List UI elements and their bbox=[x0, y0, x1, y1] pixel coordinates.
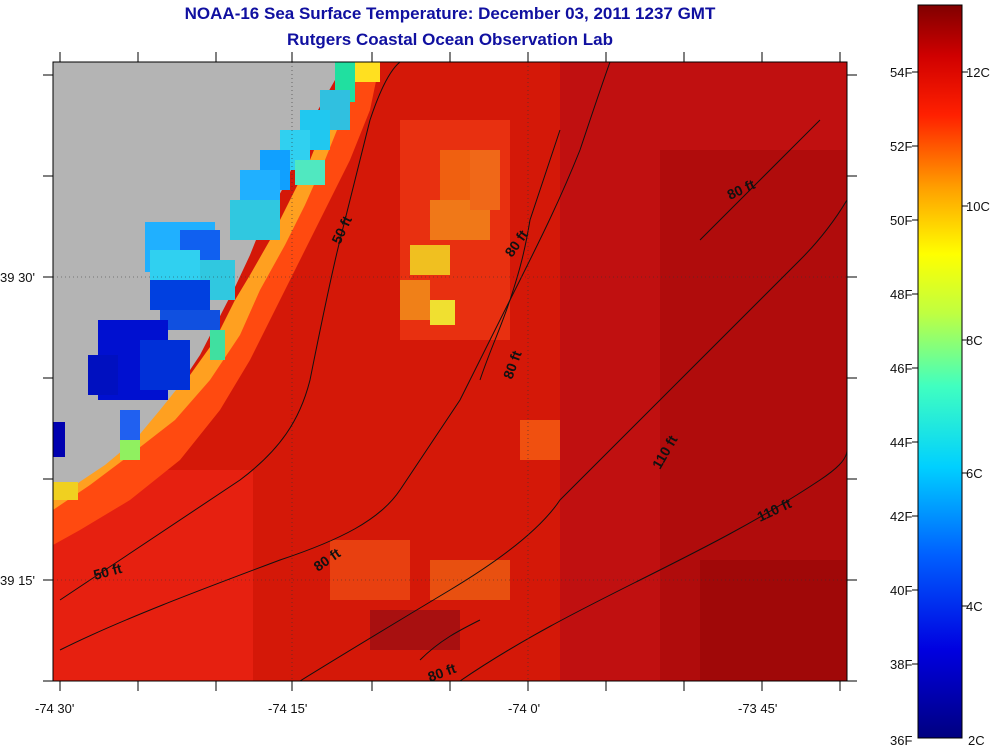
x-tick-label: -74 0' bbox=[508, 701, 540, 716]
graticule bbox=[53, 62, 847, 681]
colorbar-c-labels: 12C 10C 8C 6C 4C 2C bbox=[966, 65, 990, 748]
colorbar-f-label: 44F bbox=[890, 435, 912, 450]
colorbar-c-label: 2C bbox=[968, 733, 985, 748]
colorbar-f-labels: 54F 52F 50F 48F 46F 44F 42F 40F 38F 36F bbox=[890, 65, 912, 748]
isobath-contours bbox=[59, 62, 847, 681]
colorbar-f-label: 42F bbox=[890, 509, 912, 524]
colorbar-f-label: 50F bbox=[890, 213, 912, 228]
colorbar-ticks bbox=[912, 71, 968, 665]
colorbar-f-label: 48F bbox=[890, 287, 912, 302]
isobath-label: 50 ft bbox=[92, 560, 124, 583]
cold-water-patches bbox=[53, 62, 380, 500]
colorbar-f-label: 38F bbox=[890, 657, 912, 672]
colorbar bbox=[917, 4, 963, 739]
colorbar-f-label: 46F bbox=[890, 361, 912, 376]
colorbar-f-label: 54F bbox=[890, 65, 912, 80]
y-tick-label: 39 30' bbox=[0, 270, 35, 285]
colorbar-c-label: 12C bbox=[966, 65, 990, 80]
y-tick-label: 39 15' bbox=[0, 573, 35, 588]
colorbar-f-label: 36F bbox=[890, 733, 912, 748]
tick-marks bbox=[43, 52, 857, 691]
colorbar-f-label: 52F bbox=[890, 139, 912, 154]
colorbar-c-label: 8C bbox=[966, 333, 983, 348]
x-tick-label: -74 15' bbox=[268, 701, 307, 716]
x-tick-label: -73 45' bbox=[738, 701, 777, 716]
colorbar-f-label: 40F bbox=[890, 583, 912, 598]
colorbar-c-label: 6C bbox=[966, 466, 983, 481]
colorbar-c-label: 4C bbox=[966, 599, 983, 614]
map-title: NOAA-16 Sea Surface Temperature: Decembe… bbox=[184, 4, 716, 23]
map-subtitle: Rutgers Coastal Ocean Observation Lab bbox=[287, 30, 613, 49]
colorbar-c-label: 10C bbox=[966, 199, 990, 214]
x-tick-label: -74 30' bbox=[35, 701, 74, 716]
